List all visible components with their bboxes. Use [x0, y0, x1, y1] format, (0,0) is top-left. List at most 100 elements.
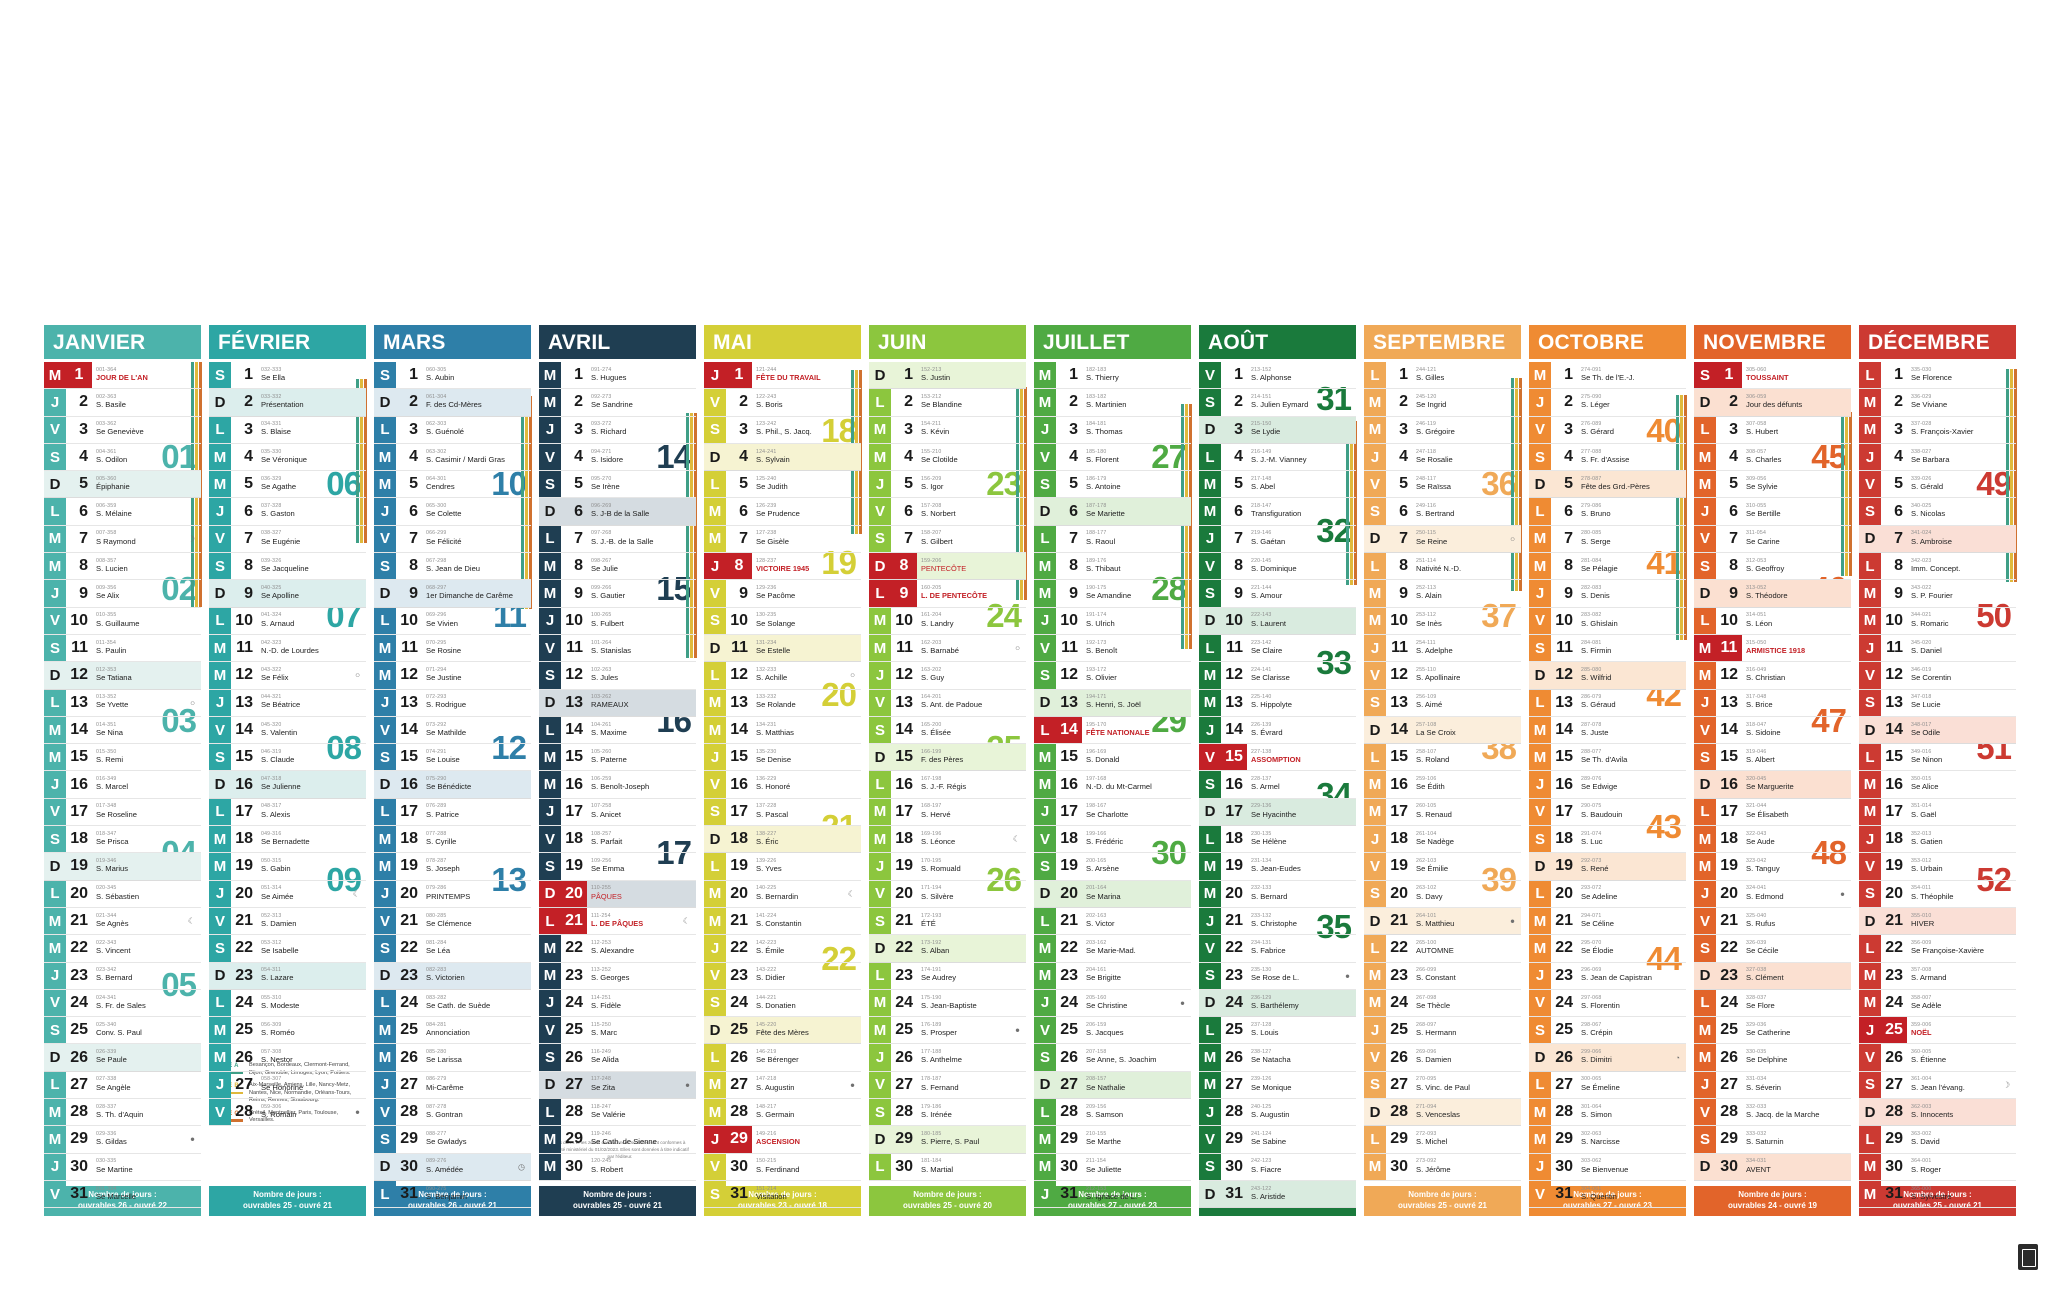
day-row[interactable]: V 11 192-173 S. Benoît [1034, 634, 1191, 663]
day-row[interactable]: S 10 130-235 Se Solange [704, 607, 861, 635]
day-row[interactable]: J 1 121-244 FÊTE DU TRAVAIL [704, 362, 861, 390]
day-row[interactable]: S 20 263-102 S. Davy [1364, 880, 1521, 908]
day-row[interactable]: L 3 307-058 S. Hubert [1694, 416, 1851, 444]
day-row[interactable]: M 1 091-274 S. Hugues [539, 362, 696, 390]
day-row[interactable]: S 23 235-130 Se Rose de L. ● [1199, 962, 1356, 990]
day-row[interactable]: L 8 251-114 Nativité N.-D. [1364, 553, 1521, 581]
day-row[interactable]: S 9 221-144 S. Amour [1199, 580, 1356, 608]
day-row[interactable]: V 27 178-187 S. Fernand [869, 1071, 1026, 1100]
day-row[interactable]: S 30 242-123 S. Fiacre [1199, 1153, 1356, 1181]
day-row[interactable]: M 21 021-344 Se Agnès ☾ [44, 907, 201, 936]
day-row[interactable]: M 5 309-056 Se Sylvie [1694, 471, 1851, 499]
day-row[interactable]: L 9 160-205 L. DE PENTECÔTE [869, 580, 1026, 608]
day-row[interactable]: S 29 088-277 Se Gwladys [374, 1126, 531, 1154]
day-row[interactable]: V 12 346-019 Se Corentin [1859, 662, 2016, 690]
day-row[interactable]: V 12 255-110 S. Apollinaire [1364, 662, 1521, 690]
day-row[interactable]: D 16 320-045 Se Marguerite [1694, 771, 1851, 799]
day-row[interactable]: S 6 340-025 S. Nicolas [1859, 498, 2016, 526]
day-row[interactable]: D 12 012-353 Se Tatiana [44, 662, 201, 690]
day-row[interactable]: D 20 201-164 Se Marina [1034, 880, 1191, 908]
day-row[interactable]: D 7 250-115 Se Reine ○ [1364, 525, 1521, 554]
day-row[interactable]: J 26 177-188 S. Anthelme [869, 1044, 1026, 1072]
day-row[interactable]: L 17 321-044 Se Élisabeth [1694, 798, 1851, 827]
day-row[interactable]: M 29 302-063 S. Narcisse [1529, 1126, 1686, 1154]
day-row[interactable]: M 22 203-162 Se Marie-Mad. [1034, 935, 1191, 963]
day-row[interactable]: L 30 181-184 S. Martial [869, 1153, 1026, 1181]
day-row[interactable]: M 10 161-204 S. Landry [869, 607, 1026, 635]
day-row[interactable]: S 6 249-116 S. Bertrand [1364, 498, 1521, 526]
day-row[interactable]: S 1 032-333 Se Ella [209, 362, 366, 390]
day-row[interactable]: M 27 147-218 S. Augustin ● [704, 1071, 861, 1100]
day-row[interactable]: M 1 274-091 Se Th. de l'E.-J. [1529, 362, 1686, 390]
day-row[interactable]: M 16 197-168 N.-D. du Mt-Carmel [1034, 771, 1191, 799]
day-row[interactable]: M 9 190-175 Se Amandine [1034, 580, 1191, 608]
day-row[interactable]: M 11 162-203 S. Barnabé ○ [869, 634, 1026, 663]
day-row[interactable]: V 31 031-334 Se Marcelle [44, 1180, 201, 1209]
day-row[interactable]: V 28 059-306 S. Romain ● [209, 1099, 366, 1127]
day-row[interactable]: M 1 001-364 JOUR DE L'AN [44, 362, 201, 390]
day-row[interactable]: J 13 044-321 Se Béatrice [209, 689, 366, 717]
day-row[interactable]: M 12 043-322 Se Félix ○ [209, 662, 366, 690]
day-row[interactable]: M 21 141-224 S. Constantin [704, 907, 861, 936]
day-row[interactable]: D 30 334-031 AVENT [1694, 1153, 1851, 1181]
day-row[interactable]: S 4 004-361 S. Odilon [44, 443, 201, 472]
day-row[interactable]: M 4 155-210 Se Clotilde [869, 443, 1026, 472]
day-row[interactable]: D 15 166-199 F. des Pères [869, 744, 1026, 772]
day-row[interactable]: D 6 096-269 S. J-B de la Salle [539, 498, 696, 526]
day-row[interactable]: J 4 247-118 Se Rosalie [1364, 443, 1521, 472]
day-row[interactable]: V 13 164-201 S. Ant. de Padoue [869, 689, 1026, 717]
day-row[interactable]: M 3 154-211 S. Kévin [869, 416, 1026, 444]
day-row[interactable]: M 2 092-273 Se Sandrine [539, 389, 696, 417]
day-row[interactable]: M 30 364-001 S. Roger [1859, 1153, 2016, 1181]
day-row[interactable]: J 3 093-272 S. Richard [539, 416, 696, 444]
day-row[interactable]: L 25 237-128 S. Louis [1199, 1017, 1356, 1045]
day-row[interactable]: M 29 210-155 Se Marthe [1034, 1126, 1191, 1154]
day-row[interactable]: L 7 097-268 S. J.-B. de la Salle [539, 525, 696, 554]
day-row[interactable]: V 28 087-278 S. Gontran [374, 1099, 531, 1127]
day-row[interactable]: V 7 311-054 Se Carine [1694, 525, 1851, 554]
day-row[interactable]: M 31 365-000 S. Sylvestre [1859, 1180, 2016, 1209]
day-row[interactable]: M 12 224-141 Se Clarisse [1199, 662, 1356, 690]
day-row[interactable]: S 24 144-221 S. Donatien [704, 989, 861, 1018]
day-row[interactable]: D 27 117-248 Se Zita ● [539, 1071, 696, 1100]
day-row[interactable]: M 3 337-028 S. François-Xavier [1859, 416, 2016, 444]
day-row[interactable]: S 12 102-263 S. Jules [539, 662, 696, 690]
day-row[interactable]: L 21 202-163 S. Victor [1034, 907, 1191, 936]
day-row[interactable]: D 20 110-255 PÂQUES [539, 880, 696, 908]
day-row[interactable]: J 9 009-356 Se Alix [44, 580, 201, 608]
day-row[interactable]: D 23 327-038 S. Clément [1694, 962, 1851, 990]
day-row[interactable]: V 16 136-229 S. Honoré [704, 771, 861, 799]
day-row[interactable]: J 2 275-090 S. Léger [1529, 389, 1686, 417]
day-row[interactable]: V 20 171-194 S. Silvère [869, 880, 1026, 908]
day-row[interactable]: D 1 152-213 S. Justin [869, 362, 1026, 390]
day-row[interactable]: L 27 300-065 Se Émeline [1529, 1071, 1686, 1100]
day-row[interactable]: M 29 029-336 S. Gildas ● [44, 1126, 201, 1154]
day-row[interactable]: J 16 016-349 S. Marcel [44, 771, 201, 799]
day-row[interactable]: M 30 211-154 Se Juliette [1034, 1153, 1191, 1181]
day-row[interactable]: V 26 269-096 S. Damien [1364, 1044, 1521, 1072]
day-row[interactable]: M 11 070-295 Se Rosine [374, 634, 531, 663]
day-row[interactable]: V 23 143-222 S. Didier [704, 962, 861, 990]
day-row[interactable]: V 25 115-250 S. Marc [539, 1017, 696, 1045]
day-row[interactable]: V 11 101-264 S. Stanislas [539, 634, 696, 663]
day-row[interactable]: D 14 348-017 Se Odile [1859, 716, 2016, 745]
day-row[interactable]: V 18 199-166 S. Frédéric [1034, 826, 1191, 854]
day-row[interactable]: D 9 040-325 Se Apolline [209, 580, 366, 608]
day-row[interactable]: M 17 351-014 S. Gaël [1859, 798, 2016, 827]
day-row[interactable]: M 29 119-246 Se Cath. de Sienne [539, 1126, 696, 1154]
day-row[interactable]: V 1 213-152 S. Alphonse [1199, 362, 1356, 390]
day-row[interactable]: L 13 286-079 S. Géraud [1529, 689, 1686, 717]
day-row[interactable]: V 24 024-341 S. Fr. de Sales [44, 989, 201, 1018]
day-row[interactable]: M 23 204-161 Se Brigitte [1034, 962, 1191, 990]
day-row[interactable]: M 20 140-225 S. Bernardin ☾ [704, 880, 861, 908]
day-row[interactable]: S 19 200-165 S. Arsène [1034, 853, 1191, 881]
day-row[interactable]: J 5 156-209 S. Igor [869, 471, 1026, 499]
day-row[interactable]: M 6 126-239 Se Prudence [704, 498, 861, 526]
day-row[interactable]: J 24 205-160 Se Christine ● [1034, 989, 1191, 1018]
day-row[interactable]: J 11 254-111 S. Adelphe [1364, 634, 1521, 663]
day-row[interactable]: L 15 349-016 Se Ninon [1859, 744, 2016, 772]
day-row[interactable]: M 18 169-196 S. Léonce ☾ [869, 826, 1026, 854]
day-row[interactable]: V 7 066-299 Se Félicité [374, 525, 531, 554]
day-row[interactable]: J 30 303-062 Se Bienvenue [1529, 1153, 1686, 1181]
day-row[interactable]: J 25 268-097 S. Hermann [1364, 1017, 1521, 1045]
